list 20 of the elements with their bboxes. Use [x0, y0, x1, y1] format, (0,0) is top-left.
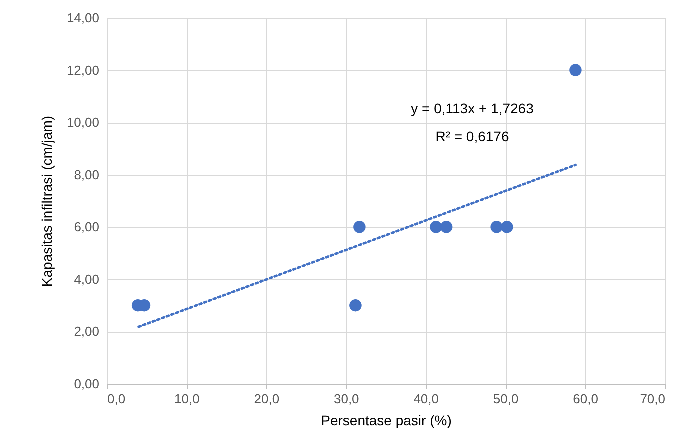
x-tick-label: 30,0 [334, 392, 360, 406]
y-tick-label: 12,00 [66, 62, 100, 78]
y-tick-label: 4,00 [74, 272, 100, 287]
y-tick-label: 8,00 [74, 167, 100, 182]
y-tick-label: 14,00 [66, 10, 100, 26]
x-tick-label: 40,0 [414, 392, 440, 406]
x-tick-label: 20,0 [254, 392, 280, 406]
annotation: y = 0,113x + 1,7263 [411, 100, 534, 116]
y-tick-label: 10,00 [66, 115, 100, 130]
x-tick-label: 70,0 [640, 392, 666, 406]
x-tick-label: 10,0 [174, 392, 200, 406]
y-tick-label: 0,00 [74, 376, 100, 392]
x-tick-label: 0,0 [108, 392, 126, 406]
annotation: R² = 0,6176 [436, 128, 510, 144]
x-axis-title: Persentase pasir (%) [321, 412, 452, 428]
x-tick-label: 60,0 [573, 392, 598, 406]
y-tick-label: 2,00 [74, 324, 100, 340]
y-axis-title: Kapasitas infiltrasi (cm/jam) [38, 116, 55, 288]
y-tick-label: 6,00 [74, 220, 100, 235]
x-tick-label: 50,0 [493, 392, 519, 406]
